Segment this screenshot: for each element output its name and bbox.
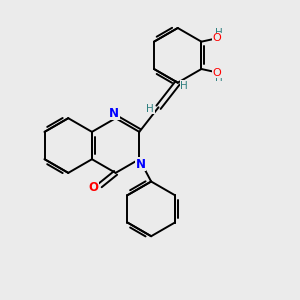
Text: H: H — [180, 81, 188, 91]
Text: H: H — [215, 28, 223, 38]
Text: O: O — [213, 68, 221, 78]
Text: H: H — [146, 104, 154, 114]
Text: N: N — [136, 158, 146, 171]
Text: H: H — [215, 73, 223, 83]
Text: O: O — [88, 181, 99, 194]
Text: O: O — [213, 33, 221, 43]
Text: N: N — [109, 106, 119, 120]
